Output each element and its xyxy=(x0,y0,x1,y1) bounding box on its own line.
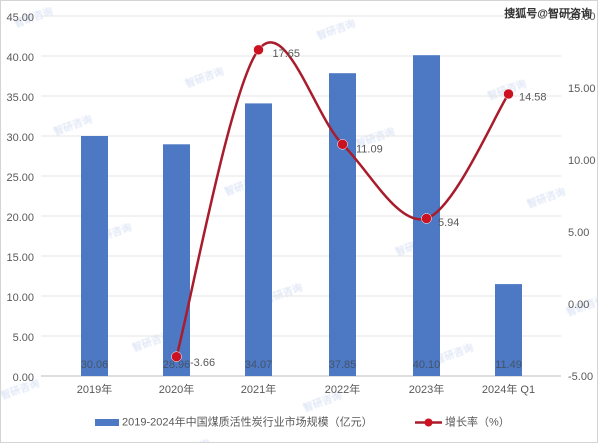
svg-text:34.07: 34.07 xyxy=(245,359,273,371)
svg-text:2024年 Q1: 2024年 Q1 xyxy=(482,382,535,396)
svg-text:30.06: 30.06 xyxy=(81,359,109,371)
svg-text:2022年: 2022年 xyxy=(325,382,360,396)
svg-text:搜狐号@智研咨询: 搜狐号@智研咨询 xyxy=(504,6,592,20)
svg-text:20.00: 20.00 xyxy=(6,212,34,224)
svg-text:45.00: 45.00 xyxy=(6,12,34,24)
svg-text:5.00: 5.00 xyxy=(13,332,34,344)
svg-text:-5.00: -5.00 xyxy=(568,371,593,383)
svg-text:37.85: 37.85 xyxy=(329,359,357,371)
svg-text:10.00: 10.00 xyxy=(6,292,34,304)
svg-text:35.00: 35.00 xyxy=(6,92,34,104)
svg-text:0.00: 0.00 xyxy=(568,299,589,311)
svg-text:2019年: 2019年 xyxy=(77,382,112,396)
svg-text:增长率（%）: 增长率（%） xyxy=(445,415,510,429)
svg-text:15.00: 15.00 xyxy=(568,83,596,95)
svg-text:5.00: 5.00 xyxy=(568,227,589,239)
svg-text:5.94: 5.94 xyxy=(438,217,459,229)
svg-text:14.58: 14.58 xyxy=(519,92,547,104)
svg-text:2020年: 2020年 xyxy=(159,382,194,396)
svg-text:25.00: 25.00 xyxy=(6,172,34,184)
svg-text:0.00: 0.00 xyxy=(13,372,34,384)
svg-text:17.65: 17.65 xyxy=(273,48,301,60)
svg-text:11.09: 11.09 xyxy=(356,144,383,156)
svg-text:2021年: 2021年 xyxy=(241,382,276,396)
svg-text:10.00: 10.00 xyxy=(568,155,596,167)
svg-text:-3.66: -3.66 xyxy=(190,357,215,369)
svg-text:2023年: 2023年 xyxy=(409,382,444,396)
svg-text:30.00: 30.00 xyxy=(6,132,34,144)
svg-text:2019-2024年中国煤质活性炭行业市场规模（亿元）: 2019-2024年中国煤质活性炭行业市场规模（亿元） xyxy=(122,415,373,429)
svg-text:15.00: 15.00 xyxy=(6,252,34,264)
svg-text:11.49: 11.49 xyxy=(495,359,522,371)
svg-text:40.10: 40.10 xyxy=(413,359,441,371)
svg-text:40.00: 40.00 xyxy=(6,52,34,64)
